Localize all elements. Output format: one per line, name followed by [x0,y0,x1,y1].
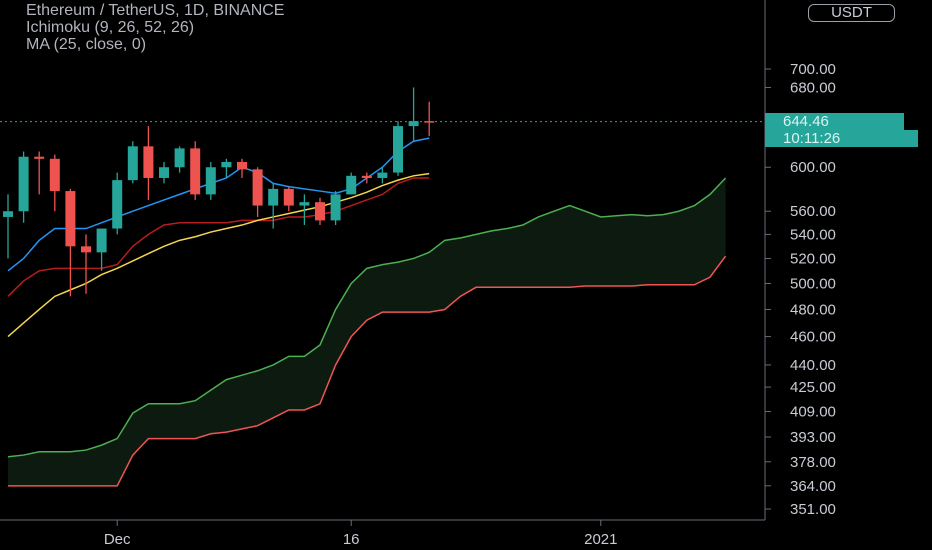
candle-body[interactable] [237,161,247,170]
candle-body[interactable] [65,191,76,247]
price-tick-label: 600.00 [790,159,836,176]
leading-span-a-line [7,177,727,458]
candle-body[interactable] [361,175,372,178]
conversion-line-line [7,137,430,272]
price-tick-label: 460.00 [790,329,836,346]
candle-body[interactable] [127,146,138,181]
candle-body[interactable] [408,121,419,127]
price-tick-label: 364.00 [790,478,836,495]
price-tick-label: 520.00 [790,250,836,267]
price-tick-label: 680.00 [790,79,836,96]
candle-body[interactable] [3,211,13,217]
candle-body[interactable] [205,167,216,195]
candle-body[interactable] [49,158,60,192]
time-axis: Dec 16 2021 [104,520,617,548]
candle-body[interactable] [174,148,185,168]
candle-body[interactable] [268,188,279,206]
candle-body[interactable] [315,202,325,221]
price-tick-label: 500.00 [790,275,836,292]
chart-legend: Ethereum / TetherUS, 1D, BINANCE Ichimok… [26,2,284,53]
last-price-badge: 644.46 [765,112,904,130]
candle-body[interactable] [299,202,310,206]
price-tick-label: 425.00 [790,379,836,396]
indicator-lines [7,137,727,487]
candle-body[interactable] [18,156,29,212]
price-tick-label: 409.00 [790,404,836,421]
moving-average-line [7,172,430,338]
ichimoku-legend[interactable]: Ichimoku (9, 26, 52, 26) [26,19,195,36]
ma-legend[interactable]: MA (25, close, 0) [26,36,147,53]
candle-body[interactable] [393,126,403,173]
candle-body[interactable] [346,175,357,195]
currency-button[interactable]: USDT [808,4,895,22]
candle-body[interactable] [96,228,107,253]
time-tick-label: 2021 [584,531,617,548]
price-tick-label: 540.00 [790,226,836,243]
ichimoku-cloud [8,177,726,486]
candle-body[interactable] [81,246,91,253]
price-tick-label: 560.00 [790,203,836,220]
price-tick-label: 393.00 [790,429,836,446]
bar-countdown-badge: 10:11:26 [765,129,918,147]
symbol-title[interactable]: Ethereum / TetherUS, 1D, BINANCE [26,2,285,19]
price-tick-label: 440.00 [790,357,836,374]
time-tick-label: Dec [104,531,131,548]
candle-body[interactable] [424,121,435,123]
time-tick-label: 16 [343,531,360,548]
candle-body[interactable] [330,194,341,221]
price-tick-label: 351.00 [790,501,836,518]
candle-body[interactable] [159,167,169,178]
candle-body[interactable] [252,169,263,206]
cloud-fill [8,177,726,486]
base-line-line [7,177,430,297]
price-tick-label: 378.00 [790,454,836,471]
candle-body[interactable] [221,161,232,168]
price-tick-label: 700.00 [790,61,836,78]
candle-body[interactable] [190,148,201,195]
price-tick-label: 480.00 [790,301,836,318]
candlesticks [3,87,435,297]
candle-body[interactable] [377,172,388,178]
leading-span-b-line [8,255,727,487]
candle-body[interactable] [143,146,154,178]
candle-body[interactable] [283,188,294,206]
candle-body[interactable] [34,156,45,159]
candle-body[interactable] [112,180,123,229]
